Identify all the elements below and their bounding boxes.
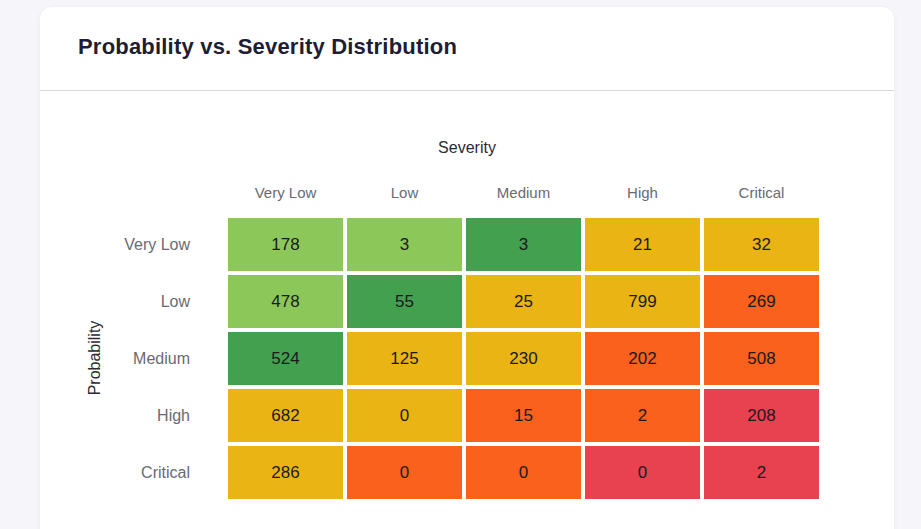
- heatmap-cell-low-very-low[interactable]: 478: [228, 275, 343, 328]
- heatmap-cell-very-low-very-low[interactable]: 178: [228, 218, 343, 271]
- row-label-very-low: Very Low: [40, 218, 224, 271]
- row-label-low: Low: [40, 275, 224, 328]
- matrix-wrap: Probability Very LowLowMediumHighCritica…: [40, 170, 894, 499]
- column-header-critical: Critical: [704, 170, 819, 214]
- heatmap-cell-medium-medium[interactable]: 230: [466, 332, 581, 385]
- heatmap-cell-very-low-high[interactable]: 21: [585, 218, 700, 271]
- heatmap-cell-medium-critical[interactable]: 508: [704, 332, 819, 385]
- heatmap-cell-high-critical[interactable]: 208: [704, 389, 819, 442]
- heatmap-cell-high-low[interactable]: 0: [347, 389, 462, 442]
- heatmap-matrix: Very LowLowMediumHighCriticalVery Low178…: [40, 170, 894, 499]
- heatmap-cell-critical-medium[interactable]: 0: [466, 446, 581, 499]
- heatmap-cell-high-high[interactable]: 2: [585, 389, 700, 442]
- heatmap-cell-very-low-low[interactable]: 3: [347, 218, 462, 271]
- heatmap-cell-critical-very-low[interactable]: 286: [228, 446, 343, 499]
- heatmap-chart: Severity Probability Very LowLowMediumHi…: [40, 91, 894, 499]
- heatmap-cell-very-low-critical[interactable]: 32: [704, 218, 819, 271]
- severity-axis-title: Severity: [40, 136, 894, 160]
- column-header-high: High: [585, 170, 700, 214]
- chart-card: Probability vs. Severity Distribution Se…: [40, 7, 894, 529]
- chart-title: Probability vs. Severity Distribution: [78, 31, 856, 63]
- heatmap-cell-medium-low[interactable]: 125: [347, 332, 462, 385]
- heatmap-cell-high-medium[interactable]: 15: [466, 389, 581, 442]
- heatmap-cell-critical-critical[interactable]: 2: [704, 446, 819, 499]
- row-label-critical: Critical: [40, 446, 224, 499]
- heatmap-cell-medium-high[interactable]: 202: [585, 332, 700, 385]
- card-header: Probability vs. Severity Distribution: [40, 7, 894, 91]
- column-header-low: Low: [347, 170, 462, 214]
- row-label-medium: Medium: [40, 332, 224, 385]
- heatmap-cell-critical-low[interactable]: 0: [347, 446, 462, 499]
- column-header-medium: Medium: [466, 170, 581, 214]
- heatmap-cell-high-very-low[interactable]: 682: [228, 389, 343, 442]
- heatmap-cell-very-low-medium[interactable]: 3: [466, 218, 581, 271]
- probability-axis-title: Probability: [86, 321, 104, 396]
- heatmap-cell-low-low[interactable]: 55: [347, 275, 462, 328]
- column-header-very-low: Very Low: [228, 170, 343, 214]
- row-label-high: High: [40, 389, 224, 442]
- heatmap-cell-low-medium[interactable]: 25: [466, 275, 581, 328]
- heatmap-cell-critical-high[interactable]: 0: [585, 446, 700, 499]
- matrix-corner-spacer: [40, 170, 224, 214]
- heatmap-cell-medium-very-low[interactable]: 524: [228, 332, 343, 385]
- heatmap-cell-low-high[interactable]: 799: [585, 275, 700, 328]
- heatmap-cell-low-critical[interactable]: 269: [704, 275, 819, 328]
